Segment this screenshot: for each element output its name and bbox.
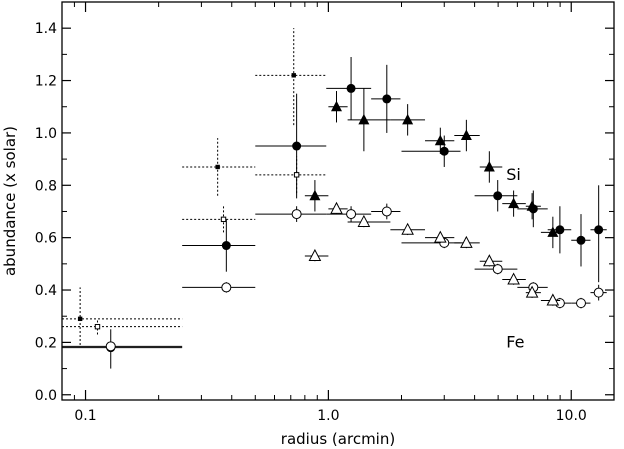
filled-circle-point (382, 94, 392, 104)
small-filled-square-point (291, 73, 296, 78)
open-triangle-point (460, 235, 473, 248)
si-annotation: Si (506, 165, 521, 184)
y-tick-label: 0.4 (35, 283, 57, 299)
open-triangle-point (507, 272, 520, 285)
y-tick-label: 0.0 (35, 388, 57, 404)
filled-circle-point (576, 235, 586, 245)
open-triangle-point (433, 230, 447, 243)
small-open-square-point (220, 216, 227, 223)
filled-circle-point (493, 191, 503, 201)
series-open-triangle (304, 201, 561, 306)
filled-triangle-point (434, 134, 446, 146)
filled-triangle-point (460, 129, 472, 141)
y-tick-label: 1.2 (35, 74, 57, 90)
filled-circle-point (439, 146, 449, 156)
filled-circle-point (555, 225, 565, 235)
filled-triangle-point (526, 200, 538, 211)
open-circle-point (576, 298, 587, 309)
open-circle-point (381, 206, 392, 217)
small-filled-square-point (77, 316, 83, 322)
filled-triangle-point (358, 113, 370, 125)
open-triangle-point (483, 254, 496, 267)
open-circle-point (492, 264, 503, 275)
open-circle-point (291, 209, 302, 220)
open-triangle-point (357, 214, 371, 227)
x-tick-label: 10.0 (556, 408, 587, 424)
chart-marks: Si Fe (62, 28, 607, 369)
filled-triangle-point (402, 113, 414, 125)
series-filled-square-small (62, 28, 327, 346)
open-circle-point (593, 287, 604, 298)
filled-triangle-point (547, 226, 559, 237)
y-tick-label: 0.8 (35, 178, 57, 194)
series-filled-circle (62, 56, 607, 369)
filled-circle-point (594, 225, 604, 235)
small-open-square-point (94, 323, 101, 330)
y-tick-label: 0.2 (35, 335, 57, 351)
x-axis-label: radius (arcmin) (281, 430, 395, 448)
plot-frame (61, 1, 615, 401)
open-triangle-point (546, 293, 560, 306)
open-circle-point (346, 209, 357, 220)
series-open-square-small (62, 156, 327, 335)
open-circle-point (105, 341, 116, 352)
y-tick-label: 0.6 (35, 231, 57, 247)
open-triangle-point (308, 248, 322, 261)
x-tick-label: 0.1 (74, 408, 96, 424)
series-filled-triangle (304, 88, 561, 249)
filled-circle-point (346, 83, 356, 93)
x-tick-label: 1.0 (317, 408, 339, 424)
chart-axes: 0.0 0.2 0.4 0.6 0.8 1.0 1.2 1.4 0.1 1.0 10.0 (35, 1, 615, 424)
open-triangle-point (330, 201, 343, 214)
filled-triangle-point (309, 189, 321, 201)
y-tick-label: 1.0 (35, 126, 57, 142)
filled-circle-point (221, 241, 231, 251)
y-tick-label: 1.4 (35, 21, 57, 37)
open-triangle-point (401, 222, 414, 235)
filled-triangle-point (483, 160, 495, 172)
filled-triangle-point (331, 100, 343, 112)
small-filled-square-point (215, 164, 220, 170)
filled-triangle-point (508, 197, 520, 209)
fe-annotation: Fe (506, 333, 524, 352)
y-axis-label: abundance (x solar) (1, 126, 19, 276)
series-open-circle (62, 203, 607, 352)
small-open-square-point (293, 172, 300, 178)
filled-circle-point (292, 141, 302, 151)
open-triangle-point (525, 285, 539, 298)
open-circle-point (221, 282, 232, 293)
